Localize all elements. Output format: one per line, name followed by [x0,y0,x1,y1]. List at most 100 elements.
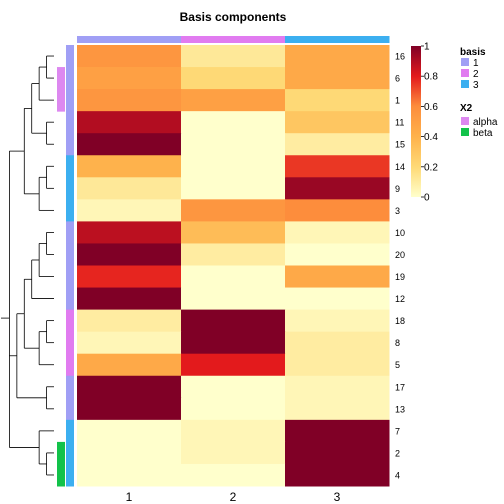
colorbar-gradient [411,46,421,197]
row-label-11: 11 [395,118,404,128]
row-basis-annotation-19 [66,265,74,289]
row-x2-annotation-6 [57,67,65,90]
row-basis-annotation-7 [66,419,74,443]
row-label-13: 13 [395,404,405,414]
heatmap-cell-16-1 [77,45,182,68]
legend-basis-swatch-1 [461,58,469,66]
row-label-1: 1 [395,96,400,106]
heatmap-cell-9-3 [285,177,390,200]
row-basis-annotation-13 [66,397,74,421]
heatmap-cell-18-1 [77,309,182,333]
column-label-1: 1 [126,490,133,504]
heatmap-cell-15-3 [285,133,390,156]
heatmap-cell-11-1 [77,111,182,134]
heatmap-cell-8-1 [77,331,182,355]
heatmap-cell-1-3 [285,89,390,112]
row-label-16: 16 [395,52,405,62]
heatmap-cell-19-2 [181,265,286,289]
legend-basis-swatch-2 [461,69,469,77]
heatmap-cell-10-1 [77,221,182,244]
legend-basis-label-2: 2 [473,69,479,80]
row-basis-annotation-1 [66,89,74,112]
heatmap-cell-13-3 [285,397,390,421]
legend-basis-title: basis [460,47,486,58]
heatmap-cell-2-1 [77,441,182,465]
heatmap-cell-19-1 [77,265,182,289]
heatmap-cell-8-2 [181,331,286,355]
row-basis-annotation-18 [66,309,74,333]
heatmap-cell-11-3 [285,111,390,134]
heatmap-cell-14-2 [181,155,286,178]
row-basis-annotation-14 [66,155,74,178]
row-basis-annotation-20 [66,243,74,266]
row-label-19: 19 [395,272,405,282]
colorbar-tick-label-0.6: 0.6 [424,102,438,113]
column-annotations [77,36,390,43]
heatmap-cell-12-3 [285,287,390,311]
heatmap-cell-6-2 [181,67,286,90]
heatmap-cell-13-1 [77,397,182,421]
row-label-6: 6 [395,74,400,84]
row-label-18: 18 [395,316,405,326]
heatmap-cell-10-2 [181,221,286,244]
heatmap-cell-6-1 [77,67,182,90]
row-label-17: 17 [395,382,405,392]
colorbar-tick-label-0.4: 0.4 [424,132,438,143]
heatmap-cell-8-3 [285,331,390,355]
row-basis-annotation-8 [66,331,74,355]
row-basis-annotation-15 [66,133,74,156]
row-label-2: 2 [395,448,400,458]
heatmap-cell-11-2 [181,111,286,134]
row-basis-annotation-11 [66,111,74,134]
legend-x2-label-alpha: alpha [473,117,498,128]
row-x2-annotation-1 [57,89,65,112]
heatmap-cell-4-3 [285,463,390,487]
heatmap-cell-14-3 [285,155,390,178]
row-basis-annotation-5 [66,353,74,377]
heatmap-cell-15-2 [181,133,286,156]
row-label-12: 12 [395,294,405,304]
legend-basis-label-3: 3 [473,80,479,91]
colorbar-tick-label-1: 1 [424,42,430,53]
row-label-3: 3 [395,206,400,216]
heatmap-cell-10-3 [285,221,390,244]
row-x2-annotation-2 [57,441,65,465]
chart-title: Basis components [180,10,287,24]
row-basis-annotation-9 [66,177,74,200]
column-labels: 1 2 3 [126,490,341,504]
heatmap-cell-18-2 [181,309,286,333]
row-label-8: 8 [395,338,400,348]
row-basis-annotation-2 [66,441,74,465]
legend-basis-label-1: 1 [473,58,479,69]
heatmap-cell-20-1 [77,243,182,266]
colorbar: 1 0.8 0.6 0.4 0.2 0 [411,42,438,204]
heatmap-cell-7-3 [285,419,390,443]
colorbar-tick-label-0.2: 0.2 [424,162,438,173]
row-label-10: 10 [395,228,405,238]
heatmap-cell-14-1 [77,155,182,178]
heatmap-cell-1-1 [77,89,182,112]
heatmap-cell-4-2 [181,463,286,487]
heatmap-cell-9-2 [181,177,286,200]
heatmap-cell-2-3 [285,441,390,465]
legend-x2-title: X2 [460,103,473,114]
row-basis-annotation-6 [66,67,74,90]
row-label-5: 5 [395,360,400,370]
heatmap-cell-5-3 [285,353,390,377]
heatmap-cell-3-2 [181,199,286,222]
heatmap-cell-17-3 [285,375,390,399]
row-basis-annotation-16 [66,45,74,68]
row-x2-annotation-4 [57,463,65,487]
row-label-4: 4 [395,470,400,480]
heatmap-cell-5-2 [181,353,286,377]
heatmap-cell-3-1 [77,199,182,222]
heatmap-cell-13-2 [181,397,286,421]
column-label-2: 2 [230,490,237,504]
colorbar-tick-label-0.8: 0.8 [424,72,438,83]
column-label-3: 3 [334,490,341,504]
heatmap-cell-7-1 [77,419,182,443]
heatmap-cell-16-2 [181,45,286,68]
